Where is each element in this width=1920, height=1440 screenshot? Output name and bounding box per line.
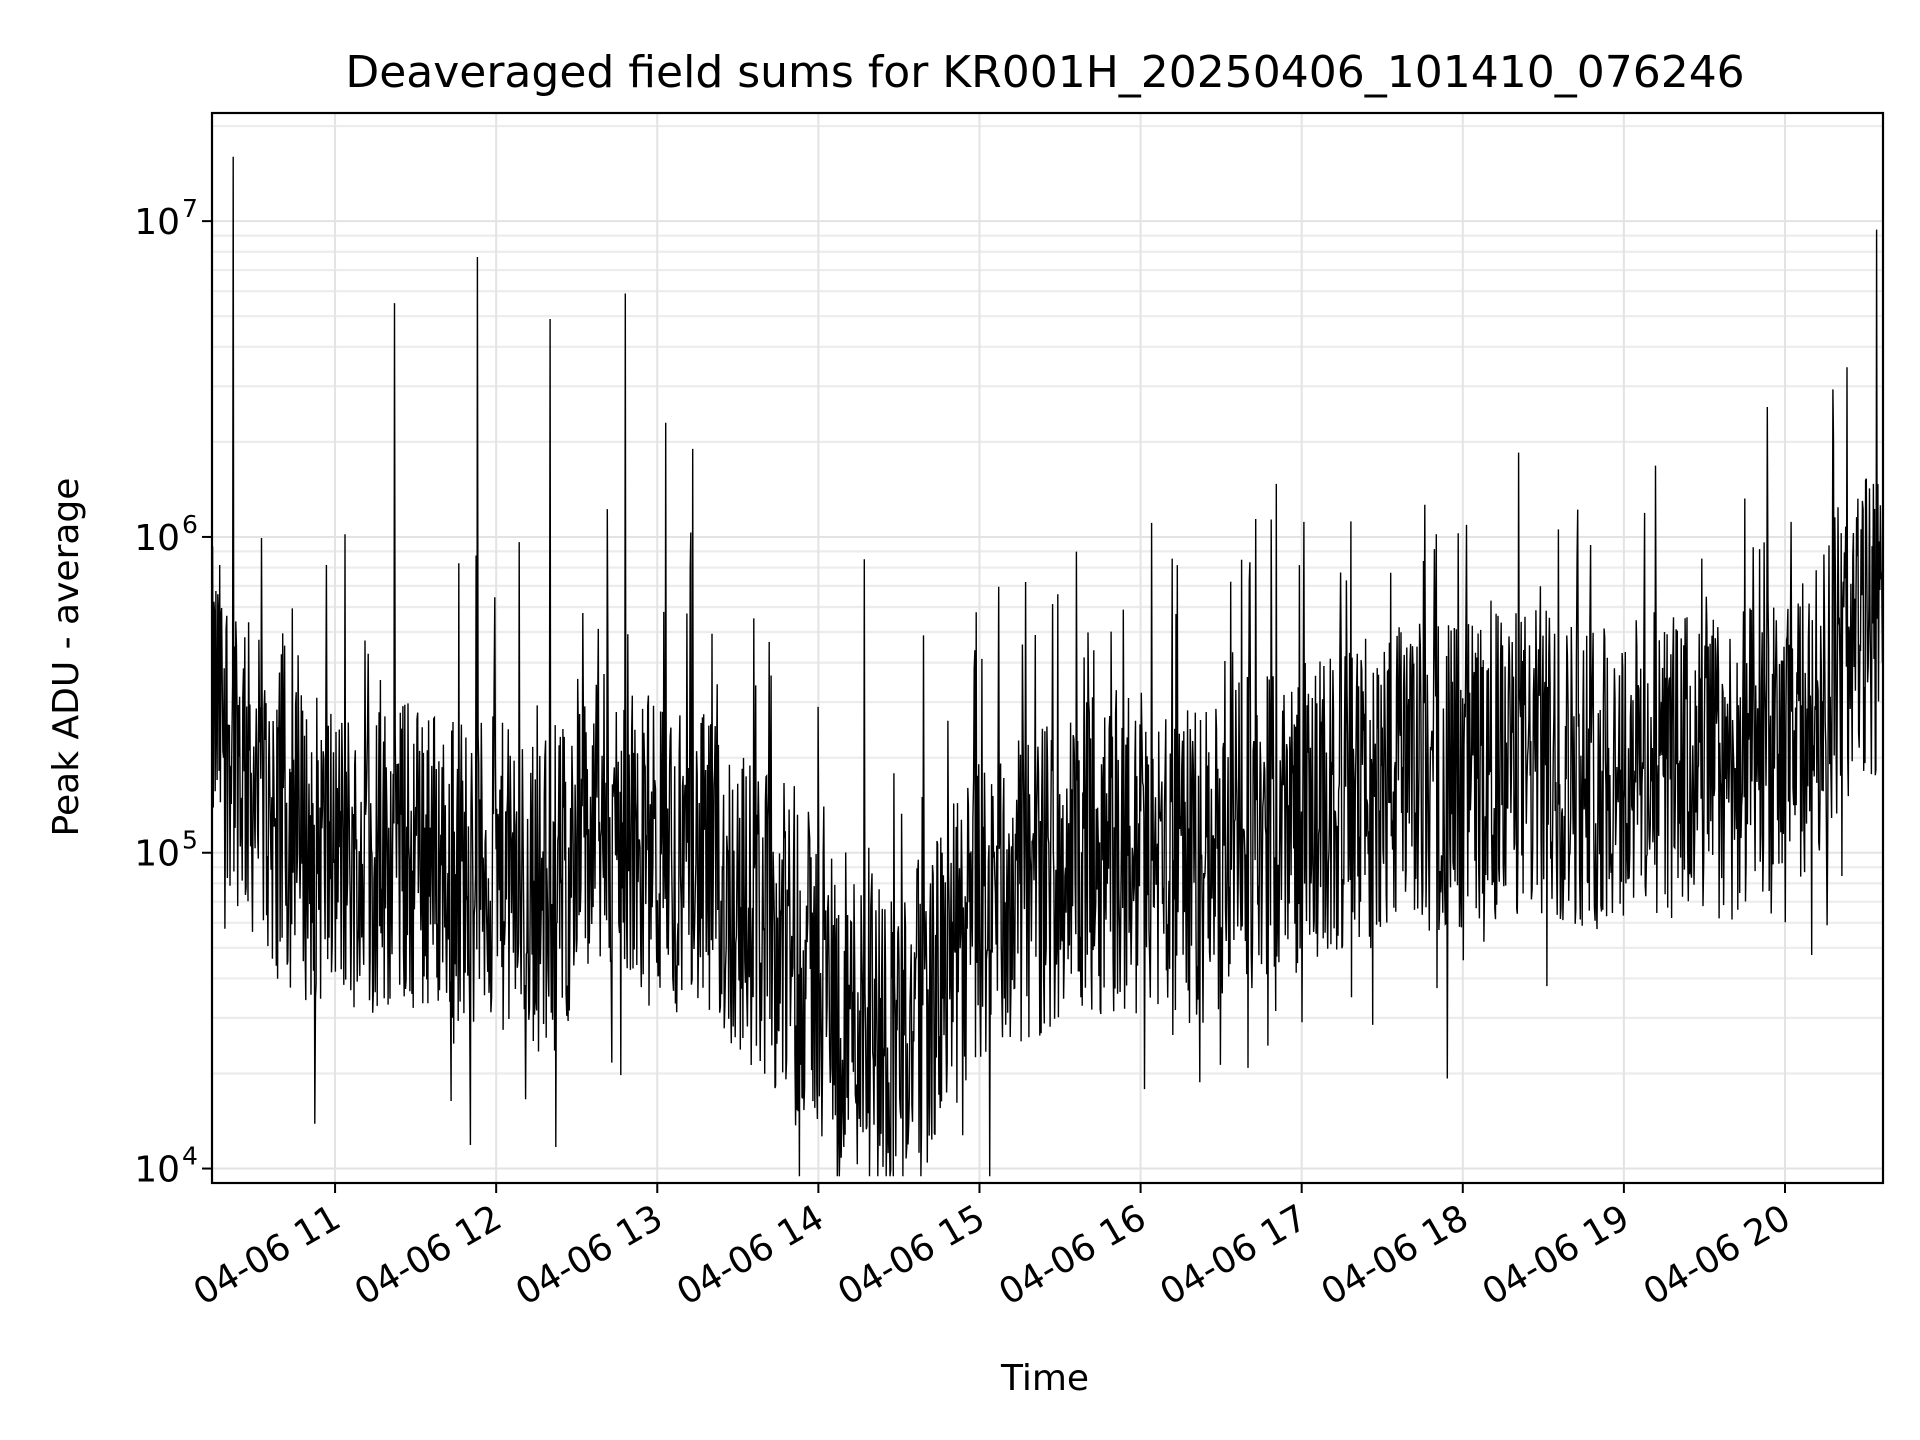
plot-frame xyxy=(210,111,1885,1185)
y-tick-exponent: 7 xyxy=(182,194,198,223)
x-tick-label: 04-06 16 xyxy=(992,1197,1153,1313)
x-tick-label: 04-06 17 xyxy=(1154,1197,1315,1313)
x-tick-label: 04-06 20 xyxy=(1637,1197,1798,1313)
x-tick-label: 04-06 15 xyxy=(831,1197,992,1313)
series-line xyxy=(211,156,1884,1177)
y-axis-label: Peak ADU - average xyxy=(46,478,87,837)
x-tick-label: 04-06 12 xyxy=(348,1197,509,1313)
y-tick-label: 10 xyxy=(134,202,180,243)
chart-title: Deaveraged field sums for KR001H_2025040… xyxy=(345,47,1744,98)
y-tick-exponent: 5 xyxy=(182,826,198,855)
series-layer xyxy=(211,156,1884,1177)
y-tick-exponent: 6 xyxy=(182,510,198,539)
x-tick-label: 04-06 19 xyxy=(1476,1197,1637,1313)
x-axis-label: Time xyxy=(1000,1358,1089,1399)
grid xyxy=(212,113,1883,1183)
x-tick-label: 04-06 13 xyxy=(509,1197,670,1313)
y-tick-exponent: 4 xyxy=(182,1142,198,1171)
x-tick-label: 04-06 11 xyxy=(187,1197,348,1313)
x-tick-label: 04-06 14 xyxy=(670,1197,831,1313)
y-tick-label: 10 xyxy=(134,518,180,559)
y-tick-label: 10 xyxy=(134,834,180,875)
x-tick-label: 04-06 18 xyxy=(1315,1197,1476,1313)
y-tick-label: 10 xyxy=(134,1150,180,1191)
